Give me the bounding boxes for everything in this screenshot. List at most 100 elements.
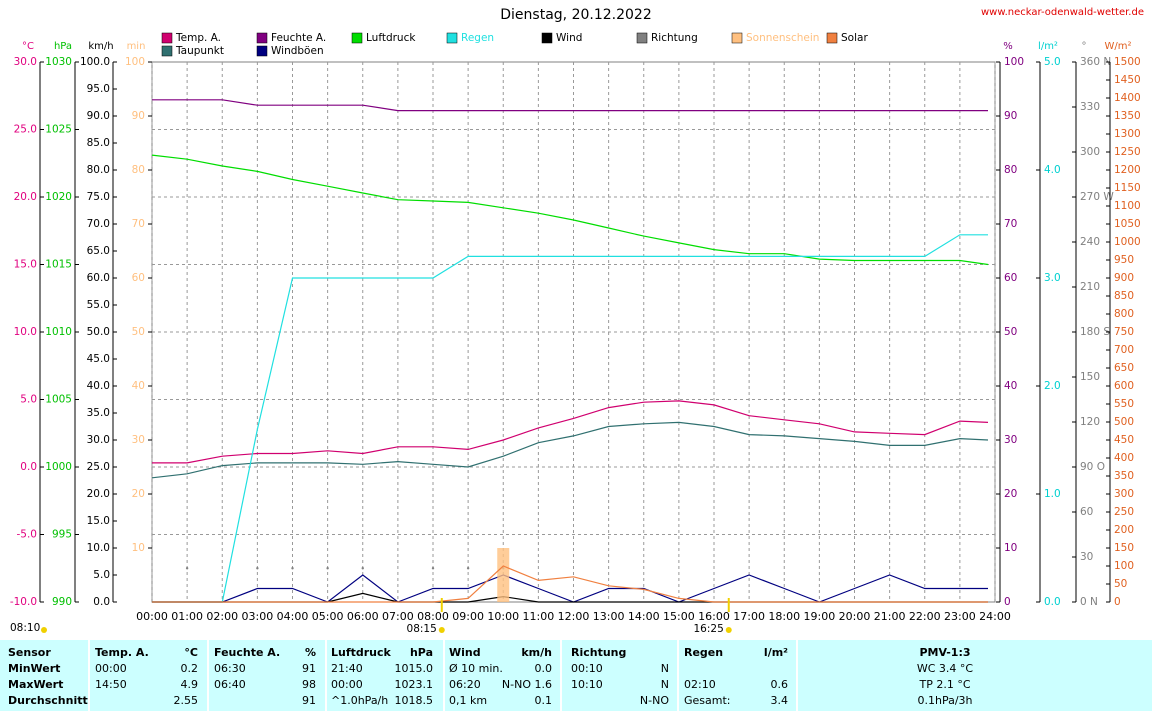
legend-swatch	[256, 45, 268, 57]
legend-label: Taupunkt	[175, 45, 224, 57]
y-tick-label: 500	[1114, 416, 1134, 428]
y-tick-label: 150	[1080, 371, 1100, 383]
y-tick-label: 25.0	[87, 461, 110, 473]
table-cell: 21:40	[331, 662, 363, 675]
y-tick-label: 90	[1004, 110, 1017, 122]
y-tick-label: 40	[132, 380, 145, 392]
y-tick-label: 1400	[1114, 92, 1141, 104]
table-cell: 0.2	[180, 662, 199, 675]
y-tick-label: 990	[52, 596, 72, 608]
table-cell: N-NO 1.6	[501, 678, 552, 691]
y-tick-label: 0.0	[93, 596, 110, 608]
legend-swatch	[351, 32, 363, 44]
y-tick-label: 1350	[1114, 110, 1141, 122]
x-tick-label: 00:00	[136, 610, 168, 623]
y-tick-label: 270 W	[1080, 191, 1114, 203]
y-tick-label: 240	[1080, 236, 1100, 248]
x-tick-label: 09:00	[452, 610, 484, 623]
y-tick-label: 200	[1114, 524, 1134, 536]
y-tick-label: 50.0	[87, 326, 110, 338]
y-tick-label: 850	[1114, 290, 1134, 302]
axis-unit: °	[1082, 41, 1087, 52]
table-cell: Regen	[684, 646, 724, 659]
x-tick-label: 06:00	[347, 610, 379, 623]
sunshine-bar	[497, 548, 510, 602]
table-cell: TP 2.1 °C	[919, 678, 971, 691]
x-tick-label: 23:00	[944, 610, 976, 623]
series-line	[152, 400, 989, 464]
y-tick-label: 120	[1080, 416, 1100, 428]
legend-swatch	[446, 32, 458, 44]
x-tick-label: 10:00	[487, 610, 519, 623]
x-tick-label: 12:00	[558, 610, 590, 623]
separator	[207, 640, 209, 711]
table-cell: 02:10	[684, 678, 716, 691]
table-cell: Sensor	[8, 646, 51, 659]
y-tick-label: 60.0	[87, 272, 110, 284]
y-tick-label: 400	[1114, 452, 1134, 464]
table-cell: 4.9	[180, 678, 199, 691]
x-tick-label: 03:00	[242, 610, 274, 623]
table-cell: 0.1	[534, 694, 553, 707]
axis-unit: %	[1003, 41, 1013, 52]
table-cell: 91	[302, 694, 316, 707]
y-tick-label: 1500	[1114, 56, 1141, 68]
x-tick-label: 08:00	[417, 610, 449, 623]
y-tick-label: 1015	[45, 259, 72, 271]
y-tick-label: 700	[1114, 344, 1134, 356]
x-tick-label: 05:00	[312, 610, 344, 623]
y-tick-label: 50	[1114, 578, 1127, 590]
table-cell: l/m²	[763, 646, 788, 659]
y-tick-label: 210	[1080, 281, 1100, 293]
y-tick-label: 1300	[1114, 128, 1141, 140]
y-tick-label: -5.0	[17, 529, 38, 541]
table-cell: WC 3.4 °C	[916, 662, 974, 675]
y-tick-label: 60	[1080, 506, 1093, 518]
separator	[325, 640, 327, 711]
axis-unit: l/m²	[1038, 41, 1058, 52]
y-tick-label: 1050	[1114, 218, 1141, 230]
axis-unit: km/h	[88, 41, 113, 52]
y-tick-label: 30.0	[87, 434, 110, 446]
sun-icon	[438, 627, 445, 633]
y-tick-label: 30.0	[14, 56, 37, 68]
x-tick-label: 01:00	[171, 610, 203, 623]
table-cell: 1018.5	[394, 694, 434, 707]
table-cell: Durchschnitt	[8, 694, 88, 707]
y-tick-label: 750	[1114, 326, 1134, 338]
series-line	[152, 565, 988, 603]
y-tick-label: 10.0	[87, 542, 110, 554]
y-tick-label: 50	[1004, 326, 1017, 338]
x-tick-label: 13:00	[593, 610, 625, 623]
x-tick-label: 14:00	[628, 610, 660, 623]
direction-dot	[466, 567, 470, 570]
y-tick-label: 1005	[45, 394, 72, 406]
y-tick-label: 1450	[1114, 74, 1141, 86]
series-line	[151, 154, 989, 266]
annotation-label: 08:15	[407, 623, 437, 635]
y-tick-label: 100	[125, 56, 145, 68]
y-tick-label: 20	[1004, 488, 1017, 500]
separator	[88, 640, 90, 711]
y-tick-label: 70.0	[87, 218, 110, 230]
y-tick-label: 75.0	[87, 191, 110, 203]
legend-swatch	[731, 32, 743, 44]
y-tick-label: 1150	[1114, 182, 1141, 194]
x-tick-label: 20:00	[839, 610, 871, 623]
y-tick-label: 0 N	[1080, 596, 1098, 608]
table-cell: 2.55	[173, 694, 199, 707]
y-tick-label: 350	[1114, 470, 1134, 482]
x-tick-label: 16:00	[698, 610, 730, 623]
y-tick-label: 950	[1114, 254, 1134, 266]
y-tick-label: 300	[1114, 488, 1134, 500]
legend-label: Temp. A.	[175, 32, 221, 44]
y-tick-label: 5.0	[1044, 56, 1061, 68]
y-tick-label: 600	[1114, 380, 1134, 392]
table-cell: 3.4	[770, 694, 789, 707]
y-tick-label: 65.0	[87, 245, 110, 257]
legend-label: Regen	[461, 32, 494, 44]
y-tick-label: 90	[132, 110, 145, 122]
y-tick-label: 650	[1114, 362, 1134, 374]
y-tick-label: 70	[1004, 218, 1017, 230]
y-tick-label: 30	[1004, 434, 1017, 446]
